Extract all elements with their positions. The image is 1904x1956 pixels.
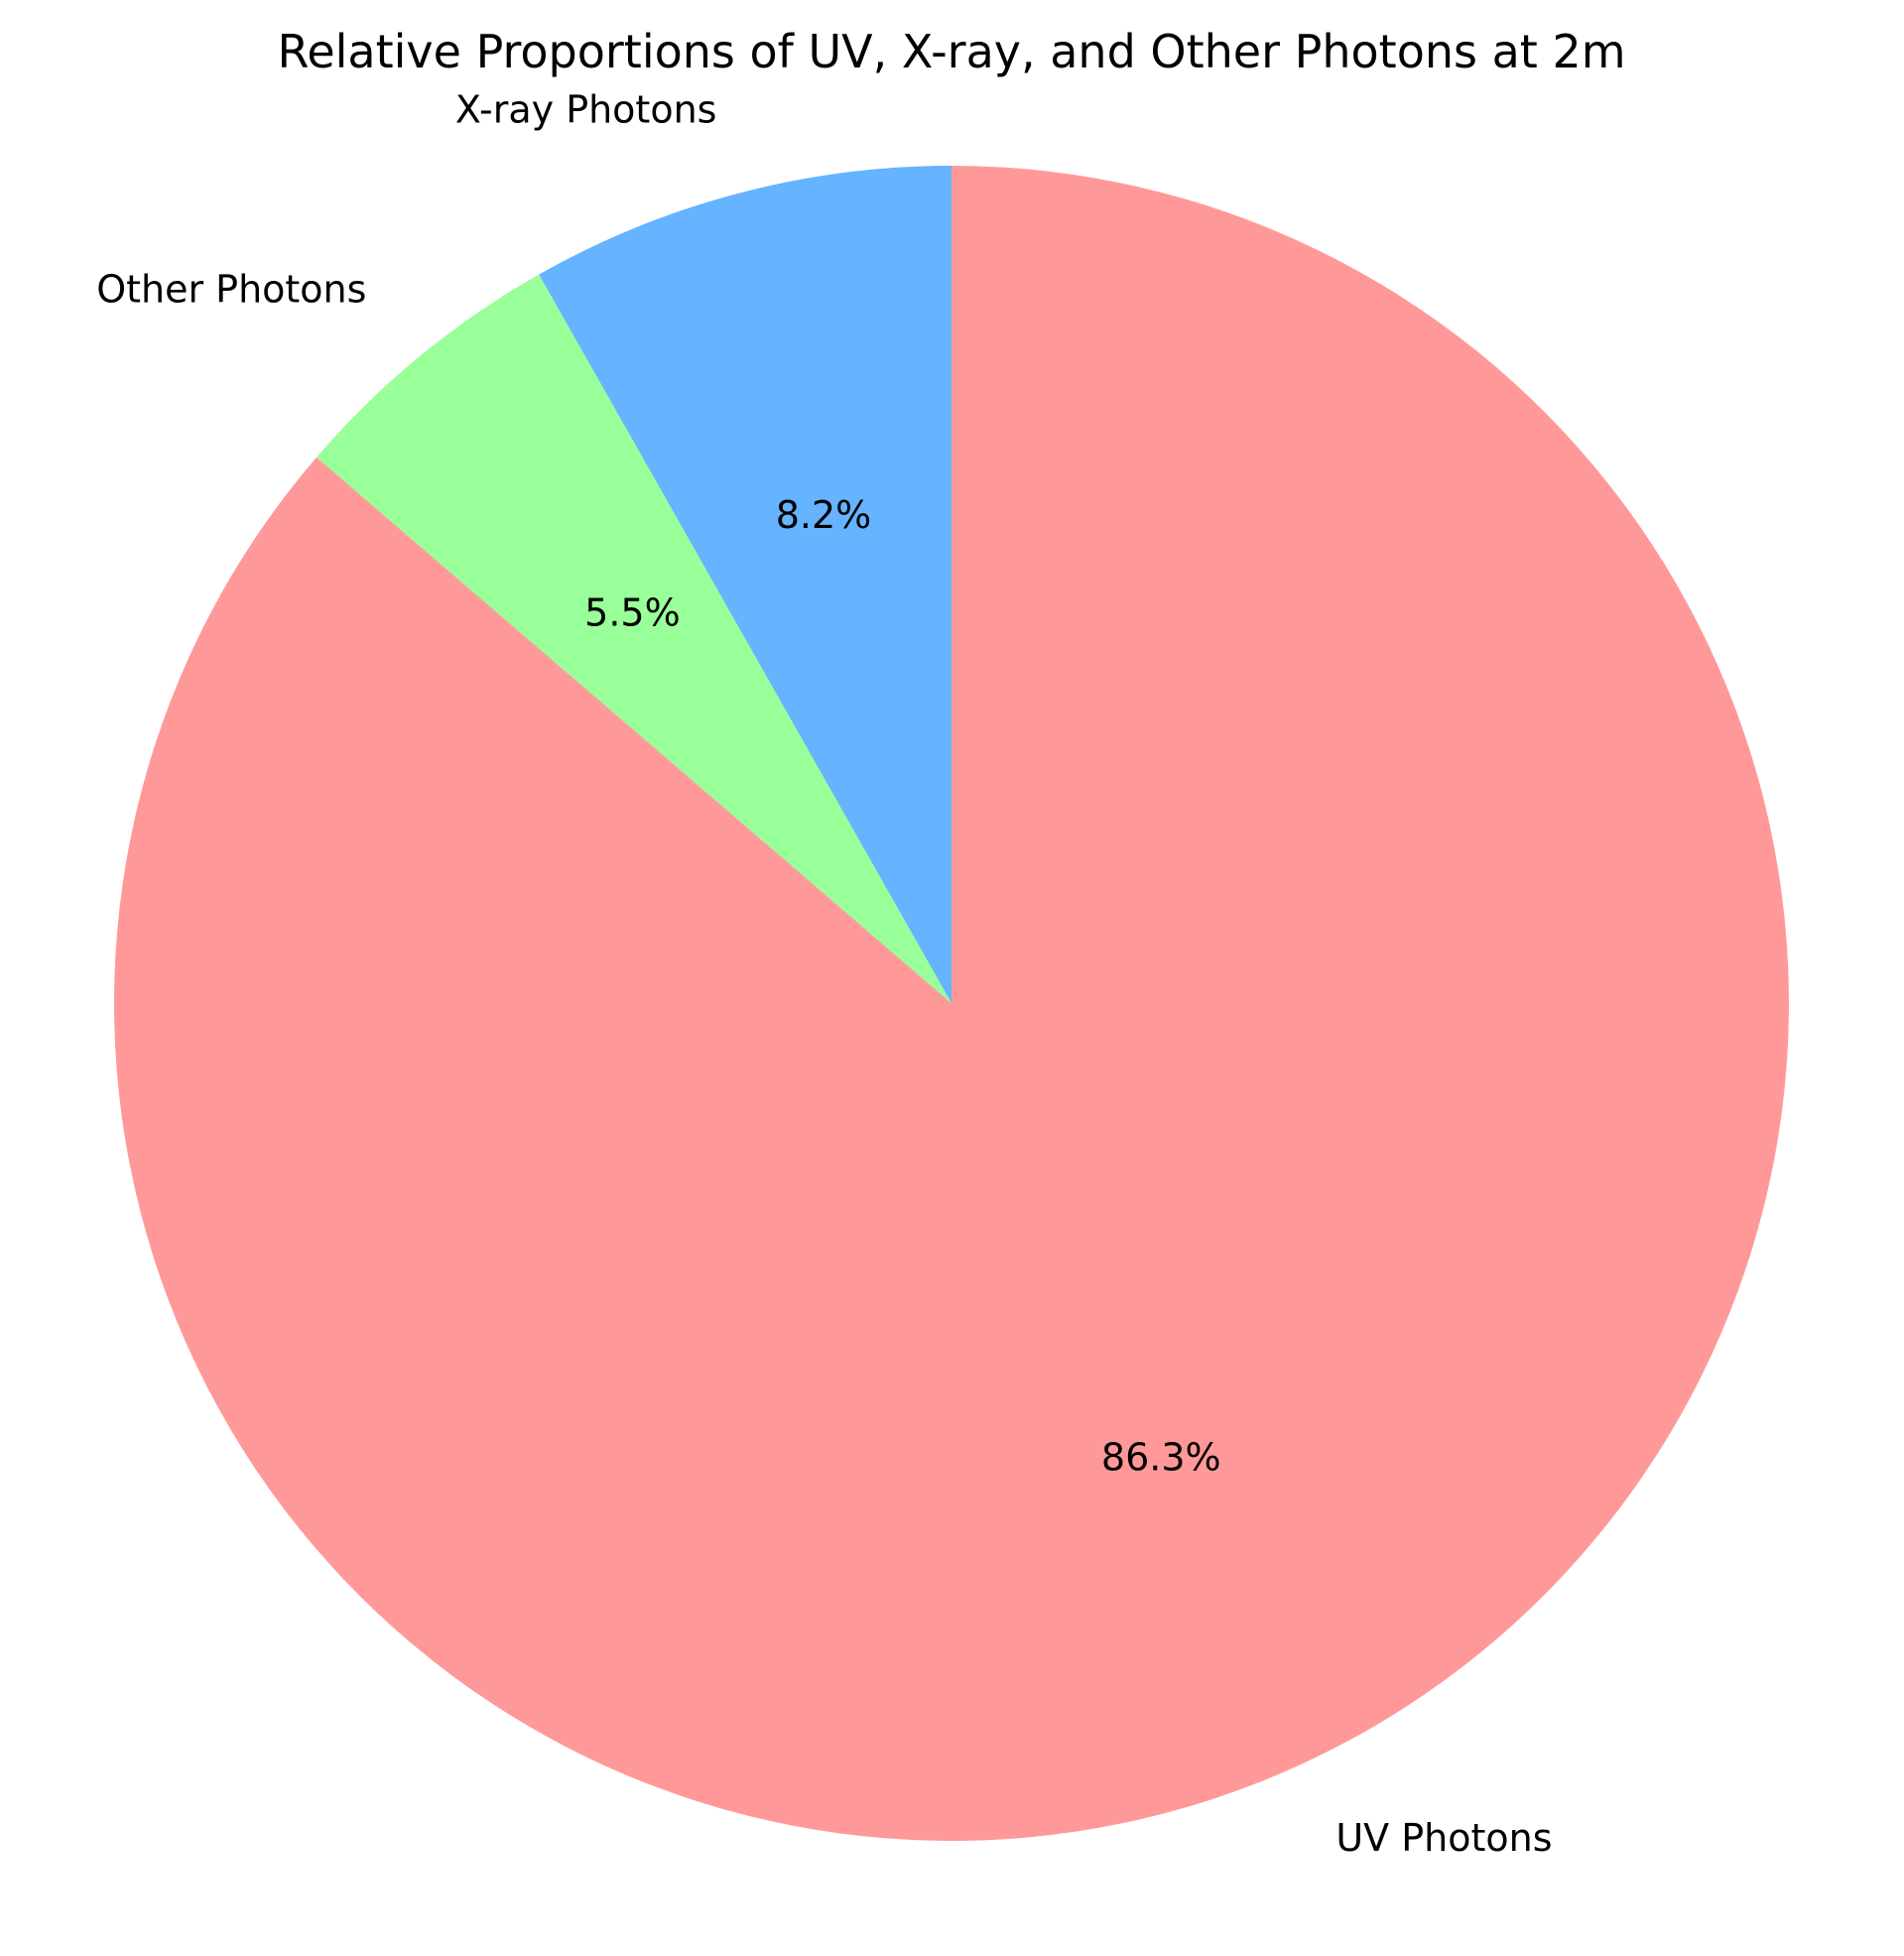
pct-label-uv-photons: 86.3% [1101, 1436, 1221, 1480]
pie-labels: X-ray Photons 8.2% Other Photons 5.5% UV Pho… [96, 88, 1552, 1860]
slice-label-uv-photons: UV Photons [1335, 1816, 1552, 1860]
pie-slice-x-ray-photons [539, 166, 952, 1003]
pie-slice-other-photons [316, 274, 952, 1003]
chart-title: Relative Proportions of UV, X-ray, and O… [277, 25, 1625, 78]
slice-label-x-ray-photons: X-ray Photons [455, 88, 717, 132]
pie-slices [113, 166, 1789, 1842]
slice-label-other-photons: Other Photons [96, 267, 366, 311]
pie-slice-uv-photons [113, 166, 1789, 1842]
pct-label-x-ray-photons: 8.2% [776, 493, 872, 537]
pct-label-other-photons: 5.5% [584, 590, 681, 634]
